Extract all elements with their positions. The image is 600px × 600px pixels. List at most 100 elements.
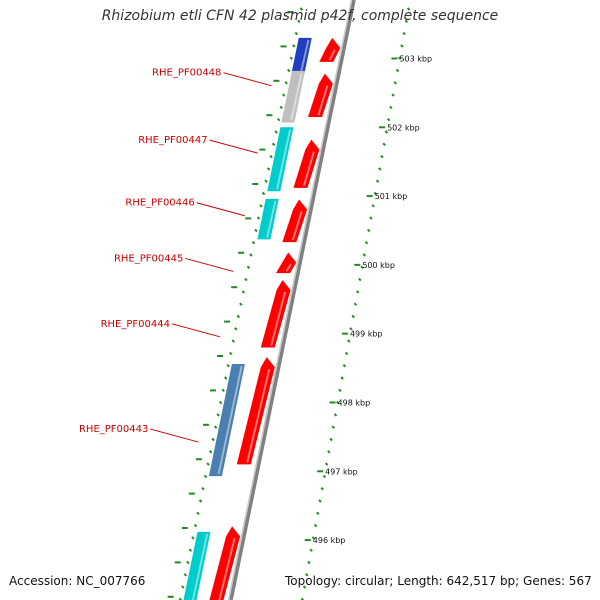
outer-tick	[375, 179, 380, 183]
inner-tick	[196, 511, 200, 516]
inner-tick	[299, 7, 304, 11]
outer-tick	[311, 536, 316, 540]
forward-cds-arrow-body	[276, 252, 297, 274]
outer-tick	[400, 44, 404, 48]
inner-tick	[289, 56, 293, 60]
reverse-cds-block-shine	[290, 72, 303, 121]
inner-tick	[292, 44, 296, 48]
inner-tick	[271, 142, 276, 147]
outer-tick	[380, 154, 384, 159]
inner-tick	[186, 560, 190, 565]
gene-label-connector	[209, 139, 258, 154]
inner-tick	[266, 167, 271, 171]
outer-tick	[327, 450, 331, 454]
inner-tick	[279, 105, 283, 110]
forward-cds-arrow-shine	[303, 151, 315, 187]
forward-cds-arrow-shine	[218, 538, 236, 600]
gene-label-connector	[196, 202, 245, 217]
forward-cds-arrow	[293, 139, 320, 188]
forward-cds-arrow	[209, 526, 241, 600]
inner-tick	[203, 474, 208, 479]
outer-tick	[333, 413, 338, 417]
outer-tick	[338, 388, 342, 393]
inner-tick	[216, 413, 220, 417]
inner-tick	[213, 425, 218, 429]
inner-tick	[206, 462, 210, 466]
label-layer: 503 kbp 502 kbp 501 kbp 500 kbp 499 kbp 498 k…	[79, 54, 432, 545]
gene-label: RHE_PF00443	[79, 424, 148, 435]
inner-tick	[254, 228, 258, 233]
inner-tick	[269, 154, 273, 159]
inner-tick	[231, 339, 235, 343]
reverse-cds-block	[267, 127, 294, 192]
forward-cds-arrow-shine	[328, 49, 336, 61]
outer-tick	[404, 19, 409, 24]
outer-tick	[362, 253, 366, 257]
inner-tick	[191, 536, 195, 540]
inner-tick	[211, 437, 215, 442]
forward-cds-arrow-body	[319, 37, 341, 62]
inner-tick	[183, 573, 188, 577]
outer-tick	[360, 265, 364, 270]
forward-cds-arrow-body	[260, 280, 291, 348]
forward-cds-arrow-body	[282, 199, 308, 243]
reverse-cds-block-shine	[300, 39, 310, 72]
reverse-cds-block-shine	[276, 129, 292, 190]
forward-cds-arrow-shine	[285, 263, 292, 272]
inner-tick	[294, 31, 299, 36]
inner-tick	[249, 253, 253, 257]
reverse-cds-block	[208, 363, 245, 477]
outer-tick	[347, 339, 351, 343]
forward-cds-arrow	[319, 37, 341, 62]
outer-tick	[316, 511, 320, 516]
inner-tick	[193, 523, 198, 528]
outer-tick	[300, 597, 304, 600]
inner-tick	[224, 376, 228, 380]
forward-cds-arrow-body	[236, 357, 275, 465]
gene-label-connector	[223, 72, 272, 87]
outer-tick	[353, 302, 358, 306]
forward-cds-arrow	[260, 280, 291, 348]
outer-tick	[351, 314, 355, 319]
forward-cds-arrow-body	[308, 73, 333, 117]
outer-tick	[349, 327, 353, 331]
gene-label-connector	[171, 323, 221, 338]
inner-tick	[229, 351, 233, 356]
inner-tick	[259, 204, 263, 208]
outer-tick	[402, 31, 406, 36]
tick-layer	[167, 7, 411, 600]
outer-tick	[367, 228, 371, 233]
outer-tick	[406, 7, 411, 11]
outer-tick	[355, 290, 360, 294]
inner-tick	[236, 314, 241, 319]
scale-label: 498 kbp	[338, 398, 371, 407]
inner-tick	[246, 265, 251, 270]
inner-tick	[274, 130, 278, 134]
outer-tick	[329, 437, 333, 442]
forward-cds-arrow	[282, 199, 308, 243]
gene-label-connector	[150, 428, 199, 443]
outer-tick	[302, 585, 307, 589]
inner-tick	[276, 117, 281, 122]
gene-label: RHE_PF00447	[138, 135, 207, 146]
outer-tick	[389, 105, 393, 110]
reverse-cds-block	[257, 198, 279, 240]
reverse-cds-block	[183, 531, 211, 600]
outer-tick	[358, 277, 362, 282]
feature-layer	[183, 37, 341, 600]
reverse-cds-block-body	[208, 363, 245, 477]
gene-label: RHE_PF00446	[125, 198, 194, 209]
inner-tick	[226, 363, 230, 368]
outer-tick	[322, 474, 327, 479]
scale-label: 500 kbp	[362, 261, 395, 270]
inner-tick	[208, 450, 213, 454]
inner-tick	[188, 548, 193, 552]
scale-label: 501 kbp	[375, 192, 408, 201]
map-title: Rhizobium etli CFN 42 plasmid p42f, comp…	[101, 8, 499, 24]
inner-tick	[256, 216, 261, 220]
inner-tick	[282, 93, 286, 97]
topology-summary: Topology: circular; Length: 642,517 bp; …	[285, 574, 592, 588]
forward-cds-arrow-shine	[246, 368, 271, 463]
scale-label: 496 kbp	[313, 536, 346, 545]
outer-tick	[305, 573, 309, 577]
